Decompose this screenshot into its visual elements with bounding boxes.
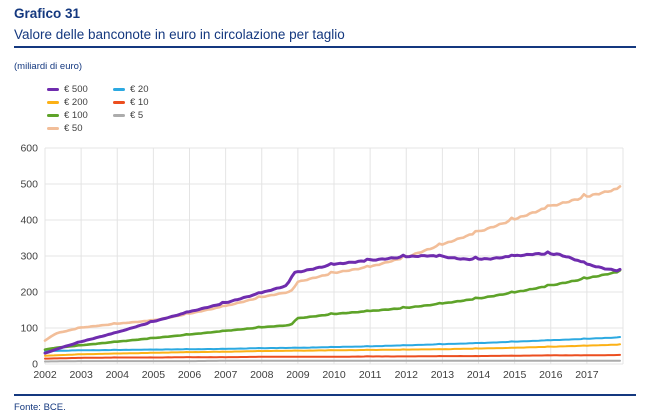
x-axis-tick-label: 2014	[467, 369, 491, 381]
chart-number: Grafico 31	[14, 6, 81, 21]
series-line-5	[44, 359, 621, 363]
y-axis-tick-label: 300	[20, 251, 38, 263]
legend-swatch	[113, 113, 125, 118]
y-axis-tick-label: 200	[20, 287, 38, 299]
legend-item: € 20	[113, 83, 179, 96]
legend-label: € 50	[64, 123, 83, 134]
series-line-50	[43, 185, 622, 342]
x-axis-tick-label: 2002	[33, 369, 57, 381]
legend-label: € 20	[130, 84, 149, 95]
x-axis-tick-label: 2009	[286, 369, 310, 381]
legend-swatch	[47, 87, 59, 92]
title-divider	[14, 46, 636, 48]
legend-label: € 5	[130, 110, 144, 121]
legend: € 500 € 200 € 100 € 50 € 20 € 10 € 5	[47, 83, 179, 135]
x-axis-tick-label: 2010	[322, 369, 346, 381]
x-axis-tick-label: 2013	[431, 369, 455, 381]
page-title: Valore delle banconote in euro in circol…	[14, 27, 345, 42]
series-line-200	[44, 343, 621, 357]
x-axis-tick-label: 2012	[395, 369, 419, 381]
legend-swatch	[47, 126, 59, 131]
x-axis-tick-label: 2006	[178, 369, 202, 381]
series-line-500	[43, 250, 622, 355]
footer-divider	[14, 394, 636, 396]
x-axis-tick-label: 2004	[106, 369, 130, 381]
legend-swatch	[47, 113, 59, 118]
x-axis-tick-label: 2008	[250, 369, 274, 381]
x-axis-tick-label: 2016	[539, 369, 563, 381]
legend-item: € 200	[47, 96, 113, 109]
legend-item: € 10	[113, 96, 179, 109]
y-axis-tick-label: 100	[20, 323, 38, 335]
unit-label: (miliardi di euro)	[14, 61, 83, 72]
series-line-10	[44, 353, 621, 360]
y-axis-tick-label: 600	[20, 143, 38, 155]
legend-swatch	[47, 100, 59, 105]
legend-item: € 100	[47, 109, 113, 122]
legend-label: € 500	[64, 84, 88, 95]
source-note: Fonte: BCE.	[14, 402, 66, 413]
legend-label: € 200	[64, 97, 88, 108]
x-axis-tick-label: 2017	[575, 369, 599, 381]
series-line-20	[44, 336, 621, 352]
legend-swatch	[113, 100, 125, 105]
legend-swatch	[113, 87, 125, 92]
legend-label: € 100	[64, 110, 88, 121]
x-axis-tick-label: 2007	[214, 369, 238, 381]
legend-label: € 10	[130, 97, 149, 108]
x-axis-tick-label: 2011	[359, 369, 382, 381]
y-axis-tick-label: 0	[32, 359, 38, 371]
x-axis-tick-label: 2015	[503, 369, 527, 381]
legend-item: € 50	[47, 122, 113, 135]
series-line-100	[43, 269, 622, 351]
y-axis-tick-label: 500	[20, 179, 38, 191]
x-axis-tick-label: 2003	[69, 369, 93, 381]
y-axis-tick-label: 400	[20, 215, 38, 227]
legend-item: € 5	[113, 109, 179, 122]
legend-item: € 500	[47, 83, 113, 96]
x-axis-tick-label: 2005	[142, 369, 166, 381]
